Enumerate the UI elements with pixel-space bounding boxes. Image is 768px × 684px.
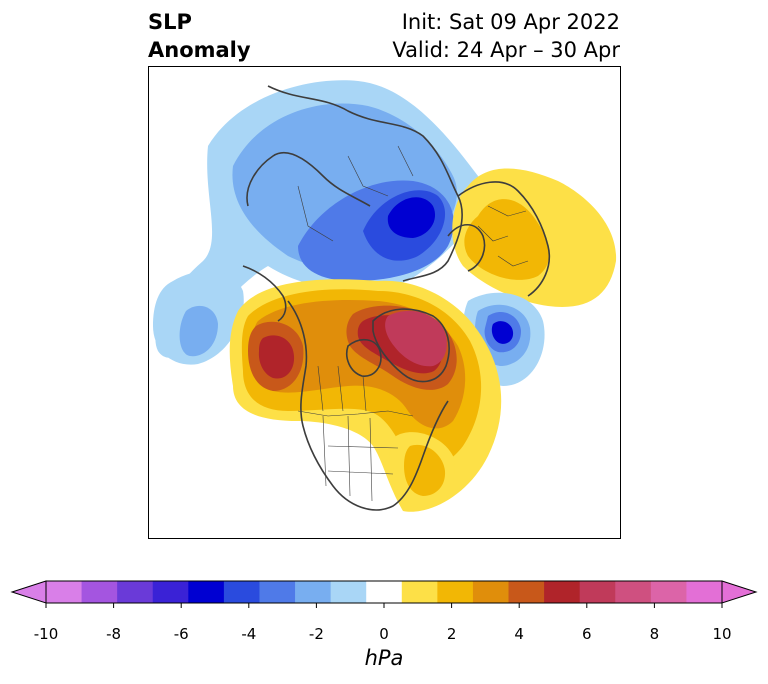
border-canada-provinces [317, 365, 367, 412]
coastline-hudson [346, 338, 382, 377]
colorbar-segment [472, 581, 510, 603]
map-dates: Init: Sat 09 Apr 2022 Valid: 24 Apr – 30… [392, 8, 620, 64]
na-high-core [385, 310, 447, 367]
colorbar-segment [152, 581, 189, 603]
colorbar-tick-label: -6 [173, 625, 189, 643]
west-coast-high-core [258, 335, 295, 379]
coastline-russia-north [246, 151, 371, 207]
colorbar-segment [330, 581, 367, 603]
colorbar-tick-label: 0 [379, 625, 389, 643]
anomaly-fields [153, 80, 617, 512]
border-us-states-1 [322, 415, 399, 502]
colorbar-segment [81, 581, 118, 603]
colorbar-extend-low [10, 580, 47, 604]
map-title: SLP Anomaly [148, 8, 251, 64]
colorbar [10, 580, 758, 608]
pacific-low-mid [179, 305, 218, 357]
colorbar-extend-high [721, 580, 758, 604]
colorbar-segment [259, 581, 296, 603]
colorbar-segment [401, 581, 438, 603]
colorbar-tick-label: -8 [106, 625, 122, 643]
atlantic-low-core [491, 321, 514, 344]
colorbar-segment [295, 581, 332, 603]
colorbar-tick-label: -4 [241, 625, 257, 643]
border-russia [297, 145, 414, 242]
init-date: Init: Sat 09 Apr 2022 [401, 10, 620, 34]
colorbar-tick-label: 8 [649, 625, 660, 643]
colorbar-tick-label: -2 [308, 625, 324, 643]
negative-anomaly-core2 [387, 197, 436, 238]
colorbar-segment [650, 581, 687, 603]
colorbar-tick-label: 10 [712, 625, 732, 643]
colorbar-tick-label: 4 [514, 625, 524, 643]
colorbar-segment [437, 581, 474, 603]
colorbar-segments [46, 581, 723, 603]
map-frame [148, 66, 621, 539]
colorbar-segment [615, 581, 652, 603]
anomaly-map [148, 66, 621, 539]
political-borders [297, 145, 529, 502]
coastline-scandinavia [447, 223, 486, 272]
coastline-asia [267, 85, 463, 282]
colorbar-tick-marks [45, 603, 723, 608]
title-variable: SLP [148, 10, 192, 34]
colorbar-segment [544, 581, 581, 603]
coastline-europe [457, 181, 550, 297]
colorbar-segment [686, 581, 723, 603]
colorbar-tick-label: 6 [582, 625, 592, 643]
colorbar-segment [223, 581, 260, 603]
east-us-high-mid [404, 444, 446, 496]
colorbar-segment [117, 581, 154, 603]
border-us-canada [297, 410, 414, 417]
europe-high-mid [464, 199, 550, 280]
colorbar-tick-label: -10 [33, 625, 59, 643]
colorbar-unit: hPa [364, 646, 404, 670]
coastline-greenland [372, 308, 450, 383]
colorbar-segment [188, 581, 225, 603]
title-variable-sub: Anomaly [148, 38, 251, 62]
border-europe [477, 205, 529, 267]
coastline-alaska [242, 265, 287, 322]
coastlines [242, 85, 550, 511]
coastline-north-america [287, 300, 449, 511]
colorbar-segment [366, 581, 403, 603]
valid-range: Valid: 24 Apr – 30 Apr [392, 38, 620, 62]
colorbar-segment [46, 581, 83, 603]
colorbar-tick-label: 2 [446, 625, 457, 643]
colorbar-segment [579, 581, 616, 603]
colorbar-segment [508, 581, 545, 603]
